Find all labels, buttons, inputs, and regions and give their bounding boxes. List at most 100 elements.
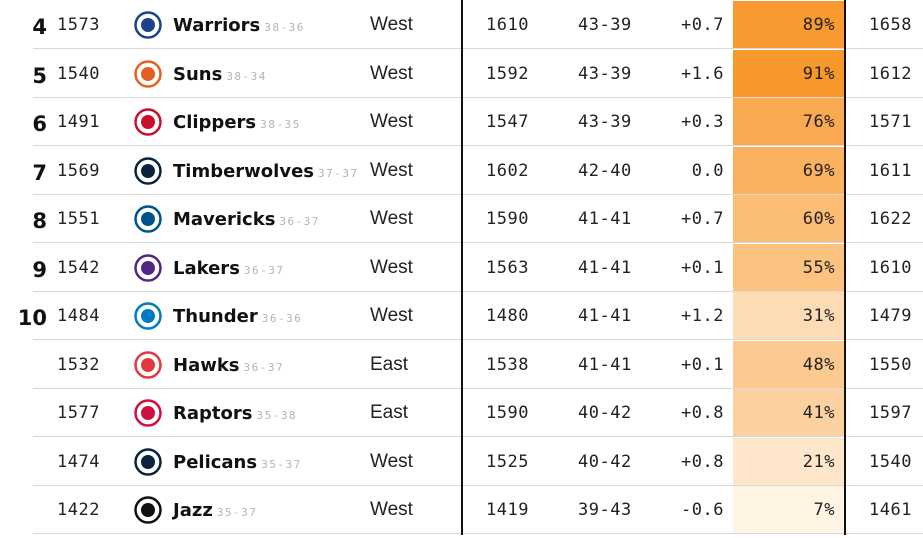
column-divider-left: [461, 0, 463, 535]
playoff-pct-cell: [733, 389, 845, 437]
team-name[interactable]: Pelicans: [173, 451, 258, 473]
team-cell[interactable]: Raptors 35-38: [173, 389, 297, 441]
team-cell[interactable]: Warriors 38-36: [173, 1, 305, 53]
team-cell[interactable]: Mavericks 36-37: [173, 195, 320, 247]
table-row: 1422 Jazz 35-37 West 1419 39-43 -0.6 7% 1461: [0, 486, 923, 534]
team-cell[interactable]: Timberwolves 37-37: [173, 147, 359, 199]
row-divider: [33, 48, 923, 49]
elo-change: +0.8: [681, 451, 724, 472]
conference: East: [370, 402, 409, 423]
team-record: 36-36: [261, 312, 303, 325]
column-divider-right: [844, 0, 846, 535]
full-strength-elo: 1550: [869, 354, 912, 375]
timberwolves-logo-icon: [134, 156, 162, 185]
current-elo: 1590: [486, 403, 529, 423]
elo-rating: 1532: [57, 354, 100, 375]
projected-record: 43-39: [578, 112, 632, 132]
team-name[interactable]: Warriors: [173, 15, 261, 36]
projected-record: 41-41: [578, 354, 632, 375]
team-cell[interactable]: Thunder 36-36: [173, 292, 302, 344]
projected-record: 43-39: [578, 63, 632, 84]
pelicans-logo-icon: [134, 447, 162, 476]
playoff-pct: 31%: [802, 306, 835, 326]
seed-rank: 8: [32, 209, 47, 233]
team-name[interactable]: Hawks: [173, 354, 240, 376]
playoff-pct: 7%: [813, 500, 835, 520]
row-divider: [33, 290, 923, 292]
table-row: 9 1542 Lakers 36-37 West 1563 41-41 +0.1 55% 1610: [0, 243, 923, 292]
conference: West: [370, 62, 413, 84]
conference: West: [370, 499, 413, 520]
elo-change: +0.1: [681, 257, 724, 278]
table-row: 8 1551 Mavericks 36-37 West 1590 41-41 +0.7 60% 1…: [0, 195, 923, 243]
row-divider: [33, 242, 923, 243]
seed-rank: 7: [32, 160, 47, 185]
playoff-pct: 41%: [802, 403, 835, 423]
row-divider: [33, 145, 923, 146]
lakers-logo-icon: [134, 253, 162, 282]
raptors-logo-icon: [134, 399, 162, 427]
current-elo: 1602: [486, 160, 529, 181]
team-cell[interactable]: Suns 38-34: [173, 50, 267, 102]
elo-change: +1.2: [681, 306, 724, 326]
table-row: 1474 Pelicans 35-37 West 1525 40-42 +0.8 21% 154…: [0, 437, 923, 486]
elo-change: +0.7: [681, 15, 724, 35]
current-elo: 1538: [486, 354, 529, 375]
current-elo: 1592: [486, 63, 529, 84]
row-divider: [33, 339, 923, 340]
playoff-pct: 21%: [802, 451, 835, 472]
full-strength-elo: 1612: [869, 63, 912, 84]
playoff-pct-cell: [733, 292, 845, 340]
elo-change: +0.1: [681, 354, 724, 375]
projected-record: 42-40: [578, 160, 632, 181]
playoff-pct-cell: [733, 49, 845, 98]
elo-rating: 1422: [57, 500, 100, 520]
elo-rating: 1569: [57, 160, 100, 181]
row-divider: [33, 484, 923, 486]
team-cell[interactable]: Pelicans 35-37: [173, 438, 302, 490]
elo-rating: 1474: [57, 451, 100, 472]
row-divider: [33, 387, 923, 389]
conference: West: [370, 111, 413, 132]
team-name[interactable]: Raptors: [173, 403, 253, 424]
team-name[interactable]: Suns: [173, 63, 223, 85]
projected-record: 43-39: [578, 15, 632, 35]
playoff-pct-cell: [733, 1, 845, 49]
clippers-logo-icon: [134, 108, 162, 136]
current-elo: 1419: [486, 500, 529, 520]
full-strength-elo: 1540: [869, 451, 912, 472]
jazz-logo-icon: [134, 496, 162, 524]
playoff-pct: 60%: [802, 209, 835, 229]
projected-record: 40-42: [578, 451, 632, 472]
team-cell[interactable]: Jazz 35-37: [173, 486, 257, 538]
team-record: 35-38: [256, 409, 298, 422]
playoff-pct: 48%: [802, 354, 835, 375]
team-cell[interactable]: Hawks 36-37: [173, 341, 284, 393]
elo-change: +0.7: [681, 209, 724, 229]
team-record: 36-37: [243, 360, 285, 374]
full-strength-elo: 1611: [869, 160, 912, 181]
playoff-pct: 91%: [802, 63, 835, 84]
team-name[interactable]: Lakers: [173, 257, 240, 279]
team-name[interactable]: Thunder: [173, 306, 258, 327]
seed-rank: 6: [32, 112, 47, 136]
team-record: 36-37: [279, 215, 321, 228]
team-cell[interactable]: Lakers 36-37: [173, 244, 285, 296]
team-record: 38-35: [260, 118, 301, 131]
seed-rank: 5: [32, 63, 47, 88]
seed-rank: 4: [32, 15, 47, 39]
playoff-pct: 76%: [802, 112, 835, 132]
row-divider: [33, 436, 923, 437]
conference: West: [370, 450, 413, 472]
team-name[interactable]: Timberwolves: [173, 160, 314, 182]
team-name[interactable]: Clippers: [173, 112, 257, 133]
team-record: 37-37: [318, 166, 359, 180]
row-divider: [33, 193, 923, 195]
playoff-pct-cell: [733, 243, 845, 292]
conference: West: [370, 14, 413, 35]
full-strength-elo: 1461: [869, 500, 912, 520]
team-name[interactable]: Mavericks: [173, 209, 276, 230]
team-cell[interactable]: Clippers 38-35: [173, 98, 301, 150]
team-name[interactable]: Jazz: [173, 500, 213, 521]
current-elo: 1563: [486, 257, 529, 278]
